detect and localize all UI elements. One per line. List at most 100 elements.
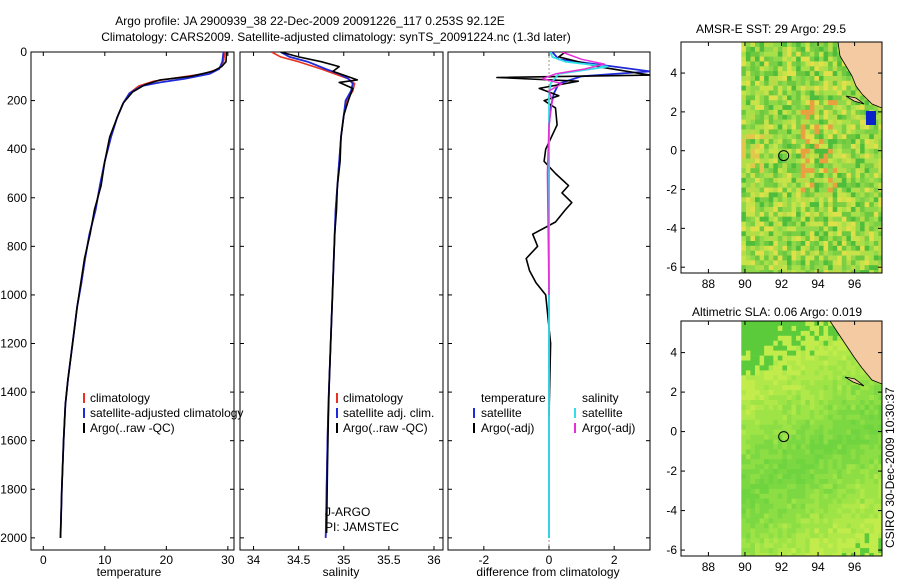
sla-cell [837, 518, 843, 524]
sst-cell [837, 260, 843, 266]
depth-tick-label: 1200 [0, 337, 27, 351]
sla-cell [805, 498, 811, 504]
sla-cell [755, 508, 760, 514]
sla-cell [809, 321, 815, 327]
sst-cell [755, 265, 760, 271]
sst-cell [828, 114, 834, 121]
sla-cell [773, 409, 779, 416]
sst-cell [768, 236, 774, 242]
sla-cell [814, 330, 820, 337]
sst-cell [741, 153, 747, 159]
sla-cell [850, 355, 856, 361]
sst-cell [777, 202, 783, 208]
sla-cell [777, 533, 783, 539]
sst-cell [759, 46, 765, 53]
sla-cell [755, 330, 760, 337]
sla-cell [796, 503, 802, 509]
sst-cell [809, 173, 815, 179]
sst-cell [773, 255, 779, 261]
sst-cell [864, 211, 870, 218]
sla-cell [819, 508, 824, 514]
sla-cell [828, 390, 834, 396]
sla-cell [828, 459, 834, 465]
sst-cell [805, 202, 811, 208]
sla-cell [855, 444, 861, 450]
sla-cell [814, 459, 820, 465]
sla-cell [814, 498, 820, 504]
sst-cell [741, 139, 747, 145]
sst-cell [768, 114, 774, 121]
sla-cell [782, 434, 788, 440]
sla-cell [878, 483, 882, 490]
sla-cell [800, 414, 806, 421]
sla-cell [828, 488, 834, 495]
sla-cell [873, 380, 879, 386]
sla-cell [782, 429, 788, 435]
sla-cell [768, 419, 774, 425]
sst-cell [869, 270, 875, 273]
sst-cell [805, 119, 811, 125]
sst-cell [814, 270, 820, 273]
sla-cell [869, 409, 875, 416]
sst-cell [832, 66, 838, 72]
sla-cell [869, 508, 875, 514]
sst-cell [832, 124, 838, 130]
sst-cell [805, 80, 811, 87]
sst-cell [828, 168, 834, 174]
sla-cell [768, 414, 774, 421]
sla-cell [864, 459, 870, 465]
sst-cell [860, 114, 866, 121]
sst-cell [745, 177, 751, 184]
sst-cell [869, 255, 875, 261]
sla-cell [864, 493, 870, 500]
sla-cell [855, 503, 861, 509]
sla-cell [846, 380, 852, 386]
sla-cell [837, 449, 843, 455]
sst-cell [878, 211, 882, 218]
sst-cell [855, 100, 861, 106]
sla-cell [823, 424, 829, 430]
sst-cell [819, 245, 824, 252]
sla-cell [805, 380, 811, 386]
sla-cell [846, 404, 852, 411]
sla-cell [741, 508, 747, 514]
sla-cell [750, 518, 756, 524]
sst-cell [878, 129, 882, 135]
sst-cell [764, 163, 770, 169]
sst-cell [841, 109, 847, 116]
sla-cell [759, 483, 765, 490]
sst-cell [819, 163, 824, 169]
sla-cell [800, 360, 806, 366]
sla-cell [768, 345, 774, 351]
sst-cell [768, 80, 774, 87]
sst-cell [768, 187, 774, 193]
sst-argo-position-marker [778, 150, 790, 162]
sst-cell [759, 265, 765, 271]
sla-cell [741, 350, 747, 356]
sla-cell [782, 365, 788, 371]
sla-cell [841, 355, 847, 361]
sst-cell [787, 226, 792, 232]
sst-cell [800, 129, 806, 135]
sst-cell [869, 105, 875, 111]
sst-cell [741, 173, 747, 179]
sst-cell [800, 236, 806, 242]
sst-cell [869, 245, 875, 252]
sst-cell [832, 270, 838, 273]
sst-cell [787, 187, 792, 193]
sla-cell [741, 355, 747, 361]
sla-cell [837, 444, 843, 450]
sst-cell [796, 221, 802, 227]
sst-cell [768, 124, 774, 130]
sla-cell [823, 488, 829, 495]
sst-cell [741, 148, 747, 155]
sla-cell [846, 513, 852, 519]
sla-cell [777, 409, 783, 416]
sst-cell [745, 236, 751, 242]
sla-cell [750, 419, 756, 425]
sla-cell [796, 390, 802, 396]
sst-cell [750, 90, 756, 96]
sst-cell [828, 231, 834, 237]
sst-cell [832, 158, 838, 164]
sla-cell [837, 390, 843, 396]
